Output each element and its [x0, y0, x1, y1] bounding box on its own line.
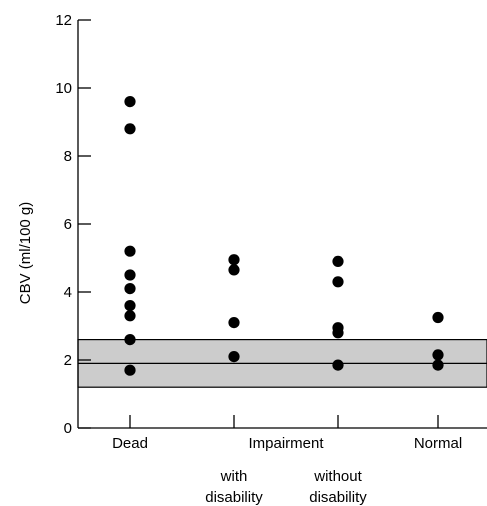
- sub-label-with-line1: with: [220, 468, 248, 485]
- y-tick-label: 10: [55, 80, 72, 97]
- data-point: [124, 123, 136, 135]
- data-point: [124, 334, 136, 346]
- data-point: [228, 264, 240, 276]
- data-point: [124, 310, 136, 322]
- sub-label-without-line2: disability: [309, 489, 367, 506]
- data-point: [332, 276, 344, 288]
- data-point: [332, 327, 344, 339]
- data-point: [124, 300, 136, 312]
- data-point: [124, 283, 136, 295]
- data-point: [332, 255, 344, 267]
- data-point: [124, 96, 136, 108]
- data-point: [124, 269, 136, 281]
- sub-label-without-line1: without: [313, 468, 362, 485]
- data-point: [228, 317, 240, 329]
- y-tick-label: 0: [64, 420, 72, 437]
- y-tick-label: 12: [55, 12, 72, 29]
- y-tick-label: 8: [64, 148, 72, 165]
- labels: CBV (ml/100 g) Dead Impairment Normal wi…: [17, 202, 462, 506]
- y-tick-label: 2: [64, 352, 72, 369]
- y-tick-label: 4: [64, 284, 72, 301]
- y-tick-label: 6: [64, 216, 72, 233]
- y-axis-title: CBV (ml/100 g): [17, 202, 34, 305]
- data-point: [432, 311, 444, 324]
- data-point: [432, 359, 444, 371]
- sub-label-with-line2: disability: [205, 489, 263, 506]
- category-label-impairment: Impairment: [248, 435, 324, 452]
- data-point: [432, 349, 444, 361]
- data-point: [124, 364, 136, 376]
- category-label-normal: Normal: [414, 435, 462, 452]
- data-points: [124, 96, 444, 376]
- data-point: [228, 351, 240, 363]
- data-point: [124, 245, 136, 257]
- category-label-dead: Dead: [112, 435, 148, 452]
- data-point: [332, 359, 344, 371]
- data-point: [228, 254, 240, 266]
- reference-band: [77, 339, 487, 388]
- axes: 0 2 4 6 8 10 12: [55, 12, 487, 437]
